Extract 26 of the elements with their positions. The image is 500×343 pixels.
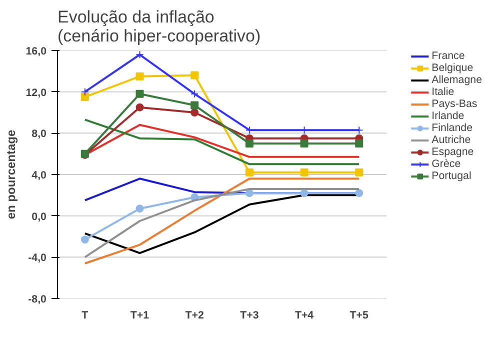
legend-label: Italie xyxy=(432,86,454,98)
legend-label: Autriche xyxy=(432,134,471,146)
y-tick-label: 4,0 xyxy=(32,170,47,182)
x-tick-label: T xyxy=(82,310,89,322)
y-tick-label: 12,0 xyxy=(26,86,47,99)
y-tick-label: 8,0 xyxy=(32,128,47,140)
legend-label: Espagne xyxy=(432,146,474,158)
y-tick-label: -4,0 xyxy=(28,252,47,264)
legend-label: Allemagne xyxy=(432,74,482,86)
x-tick-label: T+3 xyxy=(240,310,259,322)
x-tick-label: T+2 xyxy=(185,310,204,322)
y-tick-label: 0,0 xyxy=(32,210,47,223)
y-tick-label: 16,0 xyxy=(26,46,47,58)
legend-label: Irlande xyxy=(432,110,464,122)
legend-label: Grèce xyxy=(432,158,461,170)
legend-label: Pays-Bas xyxy=(432,98,478,110)
legend-label: Portugal xyxy=(432,170,472,182)
y-axis-title: en pourcentage xyxy=(4,130,18,220)
legend-label: Belgique xyxy=(432,62,474,74)
legend-label: France xyxy=(432,50,465,62)
x-tick-label: T+1 xyxy=(130,310,150,322)
y-tick-label: -8,0 xyxy=(28,294,47,306)
legend-label: Finlande xyxy=(432,122,473,134)
x-tick-label: T+5 xyxy=(350,310,369,322)
x-tick-label: T+4 xyxy=(294,310,314,322)
chart-title: Evolução da inflação (cenário hiper-cooperativo) xyxy=(58,8,261,46)
